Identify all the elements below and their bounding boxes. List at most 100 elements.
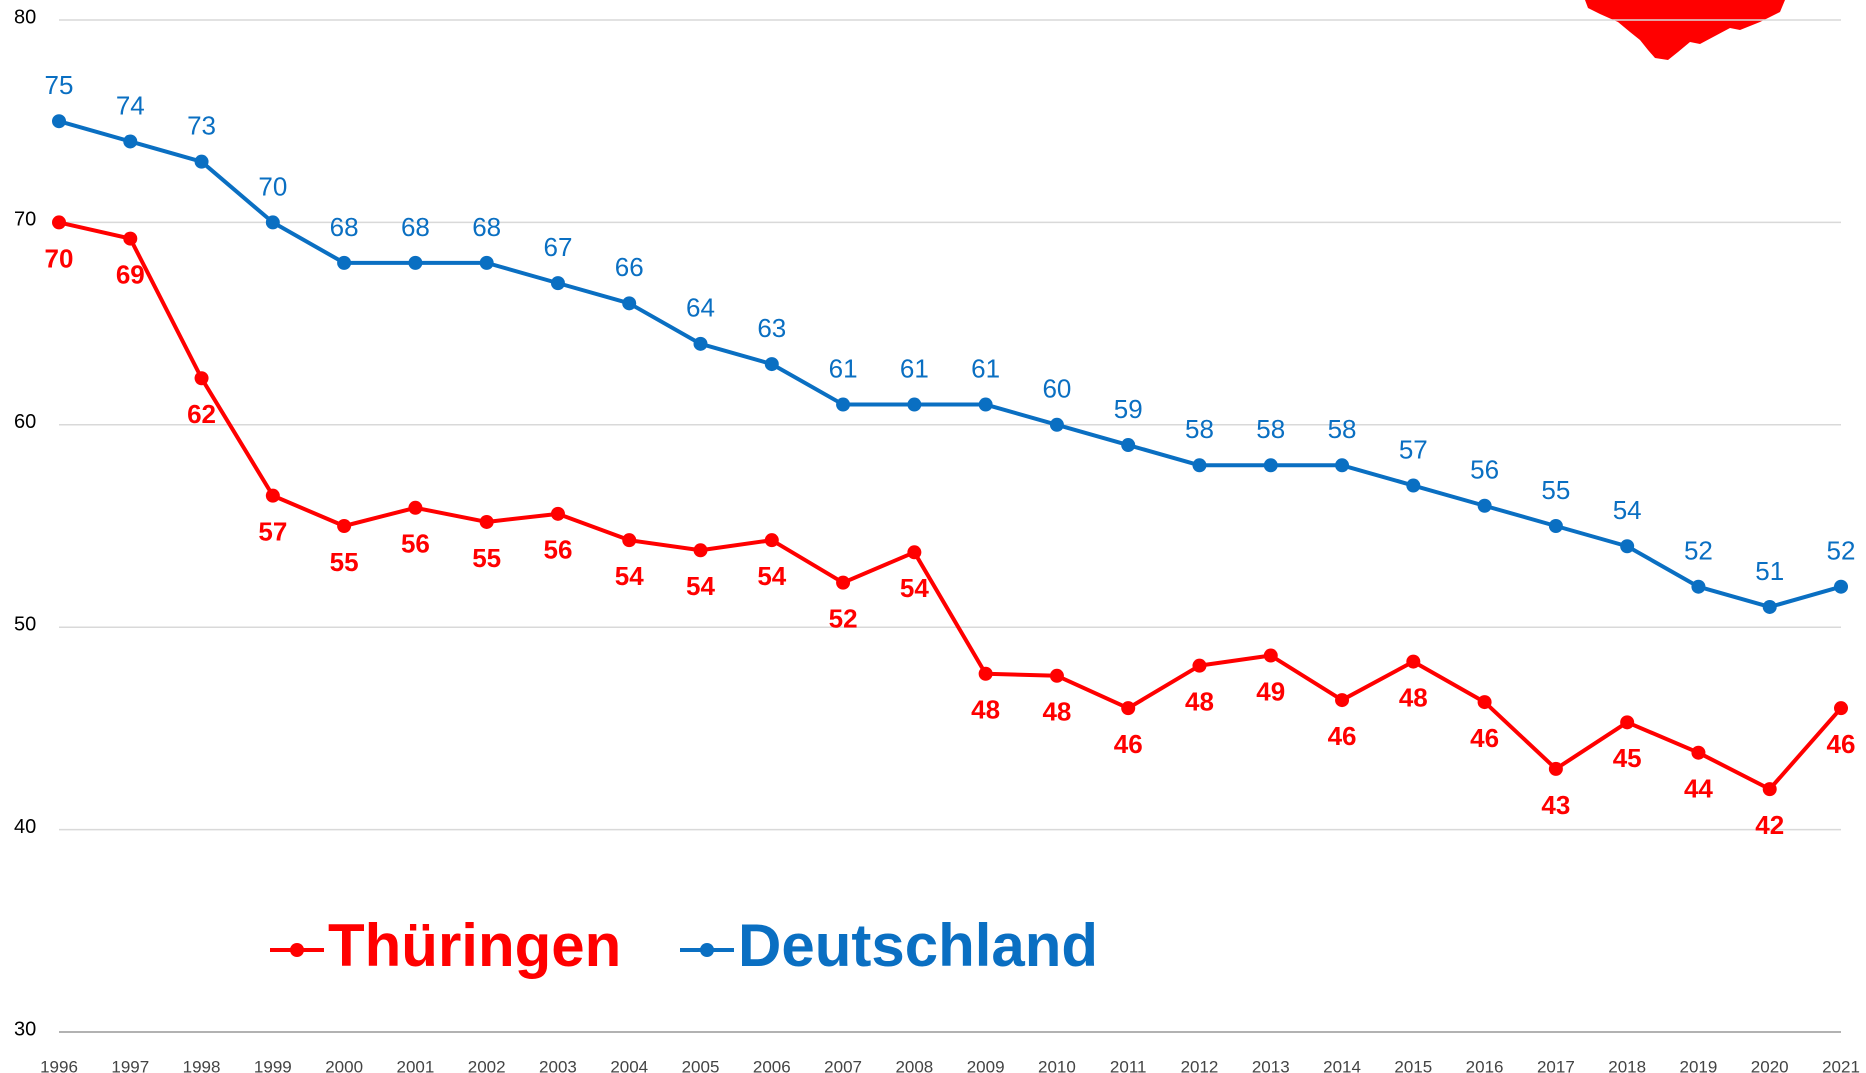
- point: [479, 514, 494, 529]
- point: [693, 336, 708, 351]
- series-line: [58, 119, 1842, 609]
- point: [1477, 498, 1492, 513]
- x-tick-label: 2011: [1110, 1057, 1147, 1073]
- point: [1620, 539, 1635, 554]
- point: [1192, 458, 1207, 473]
- data-label: 58: [1328, 414, 1357, 444]
- x-tick-label: 2021: [1822, 1057, 1860, 1073]
- data-label: 48: [1399, 682, 1428, 712]
- point: [764, 533, 779, 548]
- data-label: 46: [1470, 723, 1499, 753]
- point: [693, 543, 708, 558]
- point: [1049, 417, 1064, 432]
- data-label: 56: [401, 529, 430, 559]
- data-label: 46: [1827, 729, 1856, 759]
- x-tick-label: 2002: [468, 1057, 506, 1073]
- x-tick-label: 2015: [1394, 1057, 1432, 1073]
- legend-label: Thüringen: [328, 912, 621, 979]
- legend-label: Deutschland: [738, 912, 1098, 979]
- data-label: 74: [116, 90, 145, 120]
- data-label: 56: [1470, 455, 1499, 485]
- point: [265, 488, 280, 503]
- data-label: 43: [1541, 790, 1570, 820]
- x-tick-label: 2017: [1537, 1057, 1575, 1073]
- data-label: 66: [615, 252, 644, 282]
- data-label: 54: [686, 571, 715, 601]
- data-label: 62: [187, 399, 216, 429]
- point: [1691, 745, 1706, 760]
- point: [337, 519, 352, 533]
- point: [1192, 658, 1207, 673]
- x-tick-label: 2018: [1608, 1057, 1646, 1073]
- data-label: 55: [472, 543, 501, 573]
- point: [265, 215, 280, 230]
- point: [978, 397, 993, 412]
- x-tick-label: 2019: [1680, 1057, 1718, 1073]
- point: [907, 397, 922, 412]
- x-tick-label: 2010: [1038, 1057, 1076, 1073]
- point: [836, 575, 851, 590]
- data-label: 44: [1684, 774, 1713, 804]
- point: [123, 134, 138, 149]
- point: [1691, 579, 1706, 594]
- y-tick-label: 50: [14, 613, 36, 635]
- point: [1263, 648, 1278, 663]
- point: [1620, 715, 1635, 730]
- y-tick-label: 80: [14, 6, 36, 28]
- data-label: 70: [258, 171, 287, 201]
- x-tick-label: 2001: [396, 1057, 434, 1073]
- point: [1335, 458, 1350, 473]
- legend-marker: [700, 943, 714, 957]
- data-label: 61: [971, 353, 1000, 383]
- y-tick-label: 30: [14, 1018, 36, 1040]
- data-label: 68: [472, 212, 501, 242]
- x-tick-label: 2000: [325, 1057, 363, 1073]
- point: [1834, 701, 1848, 716]
- data-label: 67: [543, 232, 572, 262]
- y-tick-label: 60: [14, 411, 36, 433]
- data-label: 55: [330, 547, 359, 577]
- x-tick-label: 1998: [183, 1057, 221, 1073]
- point: [1263, 458, 1278, 473]
- data-label: 45: [1613, 743, 1642, 773]
- point: [194, 371, 209, 386]
- point: [978, 666, 993, 681]
- point: [194, 154, 209, 169]
- data-label: 70: [45, 243, 74, 273]
- x-tick-label: 2007: [824, 1057, 862, 1073]
- data-label: 48: [971, 695, 1000, 725]
- point: [836, 397, 851, 412]
- point: [1335, 693, 1350, 708]
- point: [1548, 519, 1563, 533]
- data-label: 58: [1185, 414, 1214, 444]
- x-tick-label: 1999: [254, 1057, 292, 1073]
- point: [337, 255, 352, 270]
- data-label: 59: [1114, 394, 1143, 424]
- x-tick-label: 2004: [610, 1057, 648, 1073]
- data-label: 69: [116, 259, 145, 289]
- x-tick-label: 1997: [111, 1057, 149, 1073]
- x-tick-label: 2008: [895, 1057, 933, 1073]
- x-tick-label: 2003: [539, 1057, 577, 1073]
- data-label: 54: [900, 573, 929, 603]
- x-tick-label: 2013: [1252, 1057, 1290, 1073]
- data-label: 51: [1755, 556, 1784, 586]
- series-line: [58, 220, 1843, 792]
- x-tick-label: 2012: [1181, 1057, 1219, 1073]
- data-label: 61: [900, 353, 929, 383]
- point: [764, 357, 779, 372]
- data-label: 64: [686, 293, 715, 323]
- point: [408, 500, 423, 515]
- point: [550, 276, 565, 291]
- x-tick-label: 2005: [682, 1057, 720, 1073]
- point: [52, 114, 66, 129]
- data-label: 54: [615, 561, 644, 591]
- data-label: 68: [401, 212, 430, 242]
- data-label: 46: [1328, 721, 1357, 751]
- x-tick-label: 2020: [1751, 1057, 1789, 1073]
- legend-marker: [290, 943, 304, 957]
- point: [1548, 761, 1563, 776]
- data-label: 48: [1042, 697, 1071, 727]
- data-label: 54: [1613, 495, 1642, 525]
- point: [408, 255, 423, 270]
